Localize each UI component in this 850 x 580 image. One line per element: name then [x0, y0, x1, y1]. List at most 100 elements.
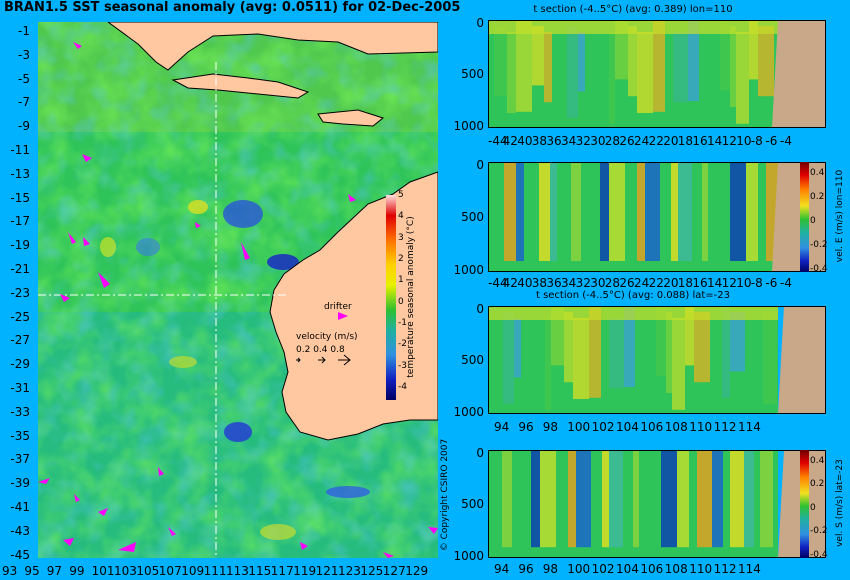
section-band — [573, 318, 589, 399]
warm-eddy — [260, 524, 296, 540]
section-band — [736, 32, 749, 124]
section-band — [488, 450, 502, 548]
velocity-colorbar-label: vel. E (m/s) lon=110 — [835, 169, 845, 263]
section-band — [756, 306, 763, 387]
section-band — [694, 312, 710, 383]
lon-tick-label: 95 — [24, 564, 40, 578]
velocity-colorbar — [800, 162, 809, 272]
depth-tick-label: 500 — [461, 67, 484, 82]
section-band — [671, 162, 678, 261]
section-x-tick-label: 42 — [502, 276, 518, 290]
section-band — [540, 450, 556, 548]
cold-eddy — [223, 200, 263, 228]
section-band — [633, 450, 639, 548]
map-colorbar-ticks: 5 4 3 2 1 0 -1 -2 -3 -4 — [398, 190, 410, 400]
surface-layer — [488, 306, 778, 320]
section-x-tick-label: 98 — [542, 562, 559, 576]
section-band — [652, 450, 661, 548]
lon-tick-label: 111 — [203, 564, 227, 578]
velocity-section-plot[interactable] — [488, 450, 826, 558]
section-band — [637, 32, 653, 113]
section-band — [661, 450, 677, 548]
temperature-section-plot[interactable] — [488, 306, 826, 414]
depth-tick-label: 500 — [461, 353, 484, 368]
section-band — [609, 318, 624, 389]
section-band — [567, 26, 578, 118]
velocity-legend-title: velocity (m/s) — [296, 332, 358, 342]
section-x-tick-label: 34 — [561, 134, 577, 148]
velocity-colorbar-tick: 0 — [810, 215, 816, 226]
velocity-colorbar-tick: -0.4 — [810, 263, 828, 274]
section-x-tick-label: 110 — [689, 562, 713, 576]
colorbar-tick-label: -3 — [398, 360, 407, 371]
section-band — [730, 26, 736, 107]
section-band — [730, 450, 744, 548]
section-x-tick-label: 16 — [692, 276, 708, 290]
section-band — [518, 450, 531, 548]
section-band — [557, 162, 571, 261]
section-x-tick-label: 20 — [663, 276, 679, 290]
section-x-tick-label: 26 — [619, 134, 635, 148]
lat-tick-label: -39 — [10, 476, 30, 491]
section-x-tick-label: 32 — [575, 276, 591, 290]
section-x-tick-label: 18 — [677, 134, 694, 148]
section-band — [512, 450, 518, 548]
section-band — [685, 306, 694, 366]
section-x-tick-label: -44 — [488, 276, 508, 290]
depth-tick-label: 1000 — [453, 548, 484, 563]
section-band — [524, 162, 539, 261]
section-x-tick-label: 106 — [640, 562, 664, 576]
longitude-axis: 93 95 97 99 101 103 105 107 109 111 113 115 117 119 12… — [0, 560, 450, 580]
section-band — [587, 162, 600, 261]
lat-tick-label: -23 — [10, 285, 30, 300]
section-band — [699, 26, 706, 118]
lon-tick-label: 113 — [226, 564, 249, 578]
section-x-tick-label: 114 — [738, 562, 761, 576]
section-band — [721, 162, 730, 261]
section-band — [504, 162, 516, 261]
land-mask — [772, 162, 826, 272]
warm-eddy — [169, 356, 197, 368]
section-x-tick-label: 40 — [517, 134, 533, 148]
section-band — [599, 26, 609, 107]
section-x-tick-label: 100 — [567, 420, 591, 434]
section-band — [550, 162, 557, 261]
section-band — [556, 450, 568, 548]
colorbar-tick-label: 0 — [398, 296, 404, 307]
lat-tick-label: -31 — [10, 381, 30, 395]
depth-tick-label: 500 — [461, 210, 484, 225]
lon-tick-label: 129 — [405, 564, 429, 578]
section-band — [749, 20, 758, 80]
lat-tick-label: -5 — [18, 71, 30, 86]
section-band — [665, 26, 673, 86]
section-x-tick-label: 26 — [619, 276, 635, 290]
lon-tick-label: 115 — [248, 564, 272, 578]
section-band — [653, 20, 665, 112]
surface-layer — [488, 20, 778, 34]
sst-anomaly-map[interactable] — [38, 22, 438, 558]
land-mask — [778, 306, 826, 414]
section-band — [623, 450, 633, 548]
section-band — [591, 450, 602, 548]
colorbar-tick-label: 4 — [398, 211, 404, 222]
section-x-tick-label: 104 — [616, 420, 639, 434]
section-band — [706, 32, 720, 92]
section-x-tick-label: 112 — [713, 420, 737, 434]
lon-tick-label: 123 — [338, 564, 361, 578]
section-band — [628, 26, 637, 97]
section-panel-title: t section (-4..5°C) (avg: 0.389) lon=110 — [533, 4, 733, 15]
colorbar-tick-label: -1 — [398, 318, 407, 329]
section-band — [660, 162, 671, 261]
velocity-section-plot[interactable] — [488, 162, 826, 272]
temperature-section-plot[interactable] — [488, 20, 826, 128]
section-band — [722, 306, 730, 398]
colorbar-tick-label: 3 — [398, 232, 404, 243]
section-band — [494, 26, 507, 97]
lat-tick-label: -11 — [10, 143, 30, 157]
section-x-tick-label: 102 — [591, 420, 615, 434]
section-x-tick-label: 98 — [542, 420, 559, 434]
section-band — [600, 162, 609, 261]
lat-tick-label: -27 — [10, 333, 30, 348]
section-band — [746, 162, 758, 261]
lat-tick-label: -3 — [18, 47, 30, 62]
